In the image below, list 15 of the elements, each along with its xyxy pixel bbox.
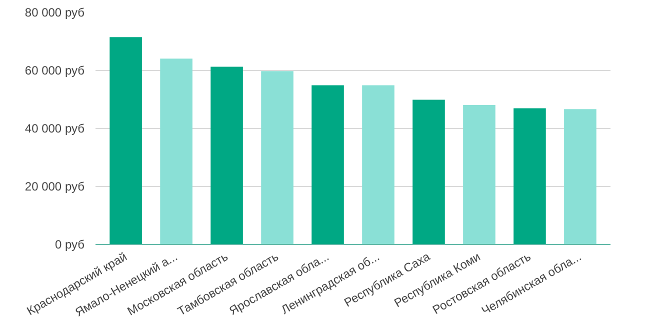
bar (210, 66, 243, 244)
bar (312, 85, 344, 244)
y-tick-label: 0 руб (54, 238, 85, 252)
bar (110, 37, 142, 244)
y-tick-label: 40 000 руб (24, 122, 85, 136)
bar (261, 71, 294, 244)
bar (514, 108, 546, 244)
bar (362, 85, 394, 244)
y-tick-label: 60 000 руб (24, 64, 85, 78)
bar (160, 58, 192, 244)
y-tick-label: 20 000 руб (24, 180, 85, 194)
bar (564, 109, 596, 244)
bar (463, 105, 496, 244)
bar (412, 100, 445, 244)
y-tick-label: 80 000 руб (24, 6, 85, 20)
